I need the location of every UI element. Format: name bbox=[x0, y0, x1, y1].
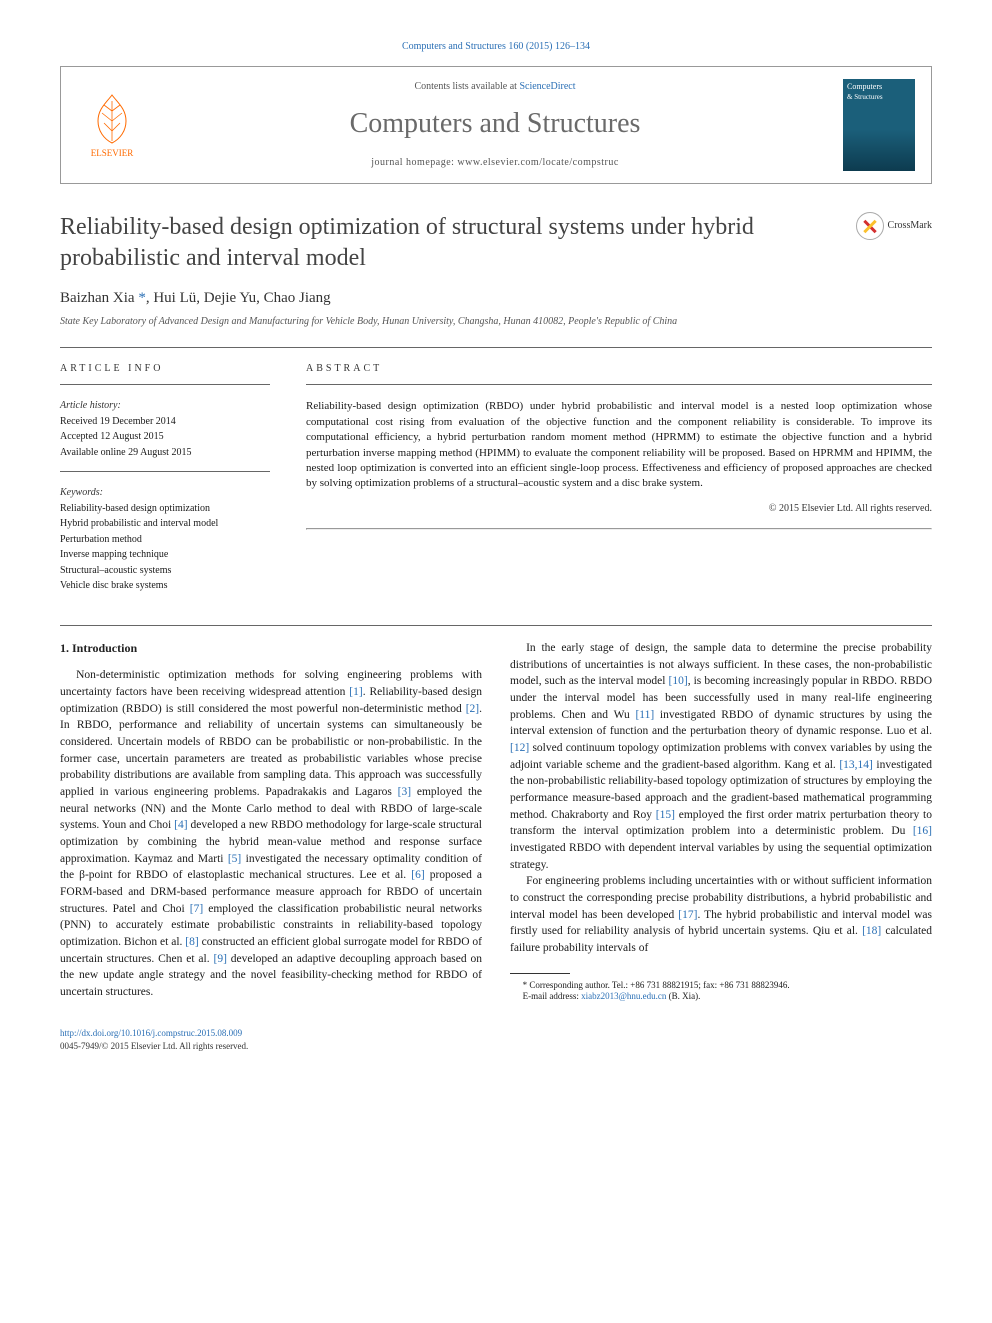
keyword: Structural–acoustic systems bbox=[60, 564, 270, 578]
abstract-text: Reliability-based design optimization (R… bbox=[306, 399, 932, 491]
author-4: Chao Jiang bbox=[264, 290, 331, 306]
article-info-column: ARTICLE INFO Article history: Received 1… bbox=[60, 362, 270, 595]
homepage-prefix: journal homepage: bbox=[371, 157, 457, 168]
keyword: Inverse mapping technique bbox=[60, 548, 270, 562]
corresponding-author-footnote: * Corresponding author. Tel.: +86 731 88… bbox=[510, 980, 932, 992]
issn-copyright: 0045-7949/© 2015 Elsevier Ltd. All right… bbox=[60, 1040, 932, 1053]
page-footer: http://dx.doi.org/10.1016/j.compstruc.20… bbox=[60, 1027, 932, 1052]
citation-link[interactable]: [5] bbox=[228, 853, 241, 865]
citation-link[interactable]: [7] bbox=[190, 903, 203, 915]
crossmark-badge[interactable]: CrossMark bbox=[856, 212, 932, 240]
journal-cover-thumbnail: Computers & Structures bbox=[843, 79, 915, 171]
contents-prefix: Contents lists available at bbox=[414, 81, 519, 92]
citation-link[interactable]: [13,14] bbox=[839, 759, 873, 771]
citation-link[interactable]: [11] bbox=[635, 709, 654, 721]
journal-name: Computers and Structures bbox=[163, 104, 827, 143]
article-title: Reliability-based design optimization of… bbox=[60, 212, 840, 274]
citation-link[interactable]: [12] bbox=[510, 742, 529, 754]
keyword: Hybrid probabilistic and interval model bbox=[60, 517, 270, 531]
keyword: Vehicle disc brake systems bbox=[60, 579, 270, 593]
history-online: Available online 29 August 2015 bbox=[60, 446, 270, 460]
divider bbox=[306, 384, 932, 385]
abstract-heading: ABSTRACT bbox=[306, 362, 932, 376]
article-info-heading: ARTICLE INFO bbox=[60, 362, 270, 376]
homepage-url[interactable]: www.elsevier.com/locate/compstruc bbox=[457, 157, 618, 168]
crossmark-icon bbox=[856, 212, 884, 240]
elsevier-logo-text: ELSEVIER bbox=[91, 147, 134, 160]
keyword: Perturbation method bbox=[60, 533, 270, 547]
body-paragraph: In the early stage of design, the sample… bbox=[510, 640, 932, 873]
footnote-separator bbox=[510, 973, 570, 974]
citation-link[interactable]: [10] bbox=[669, 675, 688, 687]
abstract-column: ABSTRACT Reliability-based design optimi… bbox=[306, 362, 932, 595]
email-link[interactable]: xiabz2013@hnu.edu.cn bbox=[581, 991, 666, 1001]
citation-link[interactable]: [15] bbox=[656, 809, 675, 821]
author-1: Baizhan Xia bbox=[60, 290, 135, 306]
crossmark-label: CrossMark bbox=[888, 219, 932, 233]
keywords-label: Keywords: bbox=[60, 486, 270, 500]
body-paragraph: For engineering problems including uncer… bbox=[510, 873, 932, 956]
citation-link[interactable]: [3] bbox=[398, 786, 411, 798]
author-2: Hui Lü bbox=[153, 290, 196, 306]
journal-header: ELSEVIER Contents lists available at Sci… bbox=[60, 66, 932, 184]
authors-line: Baizhan Xia *, Hui Lü, Dejie Yu, Chao Ji… bbox=[60, 288, 932, 309]
corresponding-marker: * bbox=[138, 290, 146, 306]
citation-link[interactable]: [6] bbox=[411, 869, 424, 881]
body-text: 1. Introduction Non-deterministic optimi… bbox=[60, 640, 932, 1003]
history-received: Received 19 December 2014 bbox=[60, 415, 270, 429]
citation-link[interactable]: [1] bbox=[349, 686, 362, 698]
body-paragraph: Non-deterministic optimization methods f… bbox=[60, 667, 482, 1000]
affiliation: State Key Laboratory of Advanced Design … bbox=[60, 315, 932, 329]
citation-link[interactable]: [4] bbox=[174, 819, 187, 831]
divider bbox=[60, 384, 270, 385]
section-heading: 1. Introduction bbox=[60, 640, 482, 657]
email-footnote: E-mail address: xiabz2013@hnu.edu.cn (B.… bbox=[510, 991, 932, 1003]
journal-homepage-line: journal homepage: www.elsevier.com/locat… bbox=[163, 156, 827, 170]
author-3: Dejie Yu bbox=[204, 290, 256, 306]
citation-link[interactable]: [8] bbox=[185, 936, 198, 948]
divider bbox=[306, 528, 932, 530]
citation-link[interactable]: [18] bbox=[862, 925, 881, 937]
history-accepted: Accepted 12 August 2015 bbox=[60, 430, 270, 444]
history-label: Article history: bbox=[60, 399, 270, 413]
divider bbox=[60, 625, 932, 626]
citation-link[interactable]: [2] bbox=[466, 703, 479, 715]
elsevier-logo: ELSEVIER bbox=[77, 85, 147, 165]
cover-line1: Computers bbox=[847, 83, 911, 92]
contents-list-line: Contents lists available at ScienceDirec… bbox=[163, 80, 827, 94]
divider bbox=[60, 347, 932, 348]
keyword: Reliability-based design optimization bbox=[60, 502, 270, 516]
doi-link[interactable]: http://dx.doi.org/10.1016/j.compstruc.20… bbox=[60, 1027, 932, 1040]
abstract-copyright: © 2015 Elsevier Ltd. All rights reserved… bbox=[306, 502, 932, 516]
citation-link[interactable]: [16] bbox=[913, 825, 932, 837]
divider bbox=[60, 471, 270, 472]
citation-link[interactable]: [9] bbox=[213, 953, 226, 965]
top-citation: Computers and Structures 160 (2015) 126–… bbox=[60, 40, 932, 54]
cover-line2: & Structures bbox=[847, 94, 911, 102]
citation-link[interactable]: [17] bbox=[678, 909, 697, 921]
elsevier-tree-icon bbox=[88, 91, 136, 147]
sciencedirect-link[interactable]: ScienceDirect bbox=[519, 81, 575, 92]
